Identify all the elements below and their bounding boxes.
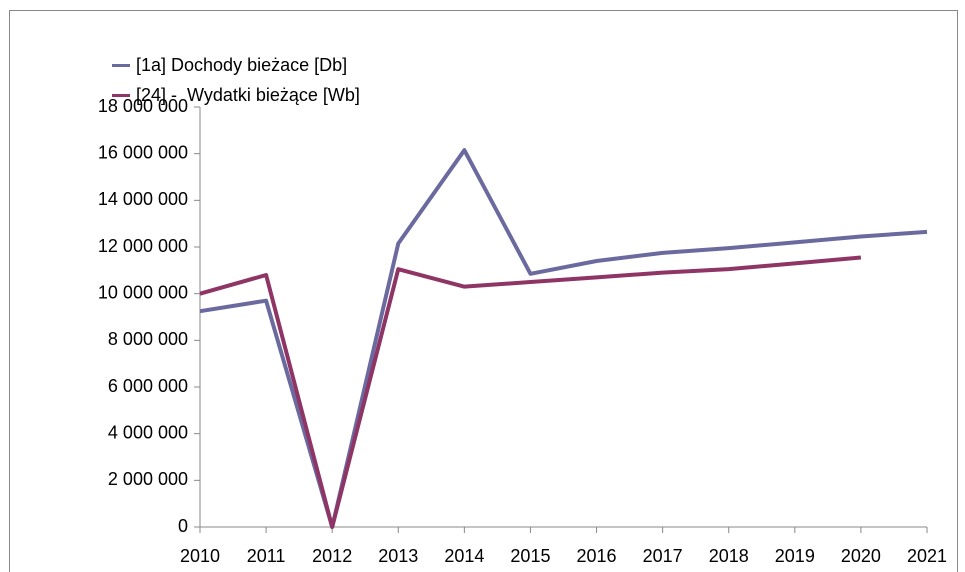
y-tick-label: 16 000 000 (98, 142, 188, 162)
x-tick-label: 2018 (709, 546, 749, 566)
legend-label: [24] - Wydatki bieżące [Wb] (136, 85, 360, 105)
y-tick-label: 6 000 000 (108, 376, 188, 396)
x-tick-label: 2012 (312, 546, 352, 566)
legend-item: [1a] Dochody bieżace [Db] (112, 50, 456, 80)
legend-swatch (112, 94, 130, 97)
x-tick-label: 2013 (378, 546, 418, 566)
y-tick-label: 8 000 000 (108, 329, 188, 349)
x-tick-label: 2014 (444, 546, 484, 566)
x-tick-label: 2020 (841, 546, 881, 566)
x-tick-label: 2019 (775, 546, 815, 566)
chart-frame (9, 10, 958, 572)
y-tick-label: 0 (178, 516, 188, 536)
x-tick-label: 2016 (577, 546, 617, 566)
y-tick-label: 4 000 000 (108, 422, 188, 442)
legend-label: [1a] Dochody bieżace [Db] (136, 55, 348, 75)
series-line (199, 255, 862, 529)
x-tick-label: 2015 (510, 546, 550, 566)
y-tick-label: 18 000 000 (98, 96, 188, 116)
y-tick-label: 10 000 000 (98, 282, 188, 302)
legend-item: [24] - Wydatki bieżące [Wb] (112, 80, 376, 110)
x-tick-label: 2010 (180, 546, 220, 566)
y-tick-label: 2 000 000 (108, 469, 188, 489)
x-tick-label: 2017 (643, 546, 683, 566)
legend-swatch (112, 64, 130, 67)
y-tick-label: 12 000 000 (98, 236, 188, 256)
series-line (199, 148, 928, 529)
x-tick-label: 2011 (247, 546, 286, 566)
y-tick-label: 14 000 000 (98, 189, 188, 209)
x-tick-label: 2021 (907, 546, 947, 566)
